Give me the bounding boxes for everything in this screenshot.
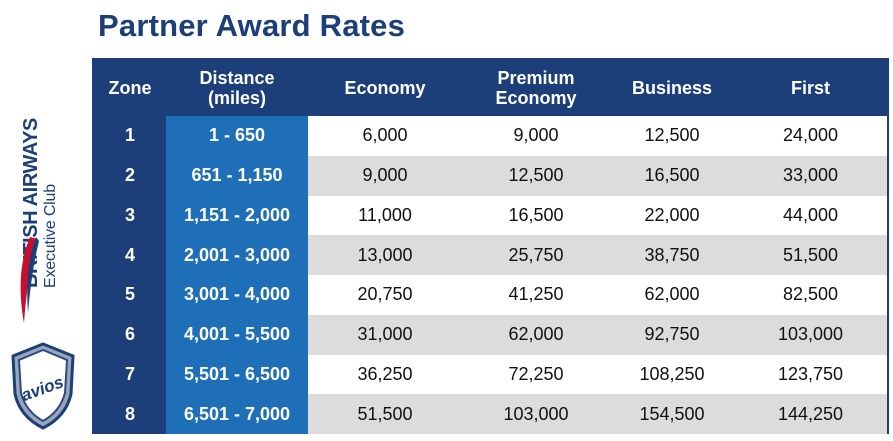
zone-cell: 8 (94, 394, 166, 434)
table-row: 1 1 - 650 6,000 9,000 12,500 24,000 (94, 116, 887, 156)
zone-cell: 2 (94, 155, 166, 196)
economy-cell: 20,750 (308, 275, 462, 315)
header-first: First (734, 60, 887, 116)
economy-cell: 13,000 (308, 235, 462, 275)
first-cell: 103,000 (734, 314, 887, 355)
table-row: 6 4,001 - 5,500 31,000 62,000 92,750 103… (94, 314, 887, 355)
premium-cell: 62,000 (462, 314, 610, 355)
header-premium-line1: Premium (497, 68, 575, 88)
table-row: 3 1,151 - 2,000 11,000 16,500 22,000 44,… (94, 195, 887, 236)
brand-sidebar: BRITISH AIRWAYS Executive Club avios (0, 60, 90, 441)
first-cell: 51,500 (734, 235, 887, 275)
distance-cell: 3,001 - 4,000 (166, 275, 308, 315)
zone-cell: 1 (94, 116, 166, 156)
business-cell: 22,000 (610, 195, 734, 236)
distance-cell: 2,001 - 3,000 (166, 235, 308, 275)
distance-cell: 4,001 - 5,500 (166, 314, 308, 355)
header-distance-line2: (miles) (207, 88, 267, 108)
award-rates-table: Zone Distance (miles) Economy Premium Ec… (92, 58, 889, 434)
business-cell: 38,750 (610, 235, 734, 275)
business-cell: 12,500 (610, 116, 734, 156)
zone-cell: 6 (94, 314, 166, 355)
economy-cell: 36,250 (308, 354, 462, 395)
speedmarque-icon (20, 237, 39, 323)
zone-cell: 5 (94, 275, 166, 315)
distance-cell: 1 - 650 (166, 116, 308, 156)
header-zone: Zone (94, 60, 166, 116)
business-cell: 92,750 (610, 314, 734, 355)
business-cell: 16,500 (610, 155, 734, 196)
distance-cell: 5,501 - 6,500 (166, 354, 308, 395)
distance-cell: 1,151 - 2,000 (166, 195, 308, 236)
premium-cell: 72,250 (462, 354, 610, 395)
premium-cell: 25,750 (462, 235, 610, 275)
first-cell: 33,000 (734, 155, 887, 196)
first-cell: 24,000 (734, 116, 887, 156)
distance-cell: 651 - 1,150 (166, 155, 308, 196)
page-title: Partner Award Rates (98, 8, 406, 43)
zone-cell: 7 (94, 354, 166, 395)
premium-cell: 41,250 (462, 275, 610, 315)
table-row: 4 2,001 - 3,000 13,000 25,750 38,750 51,… (94, 235, 887, 275)
table-row: 2 651 - 1,150 9,000 12,500 16,500 33,000 (94, 155, 887, 196)
header-distance-line1: Distance (199, 68, 275, 88)
table-row: 5 3,001 - 4,000 20,750 41,250 62,000 82,… (94, 275, 887, 315)
economy-cell: 9,000 (308, 155, 462, 196)
distance-cell: 6,501 - 7,000 (166, 394, 308, 434)
zone-cell: 4 (94, 235, 166, 275)
first-cell: 44,000 (734, 195, 887, 236)
economy-cell: 11,000 (308, 195, 462, 236)
table-row: 8 6,501 - 7,000 51,500 103,000 154,500 1… (94, 394, 887, 434)
first-cell: 82,500 (734, 275, 887, 315)
avios-badge-icon: avios (11, 342, 75, 430)
zone-cell: 3 (94, 195, 166, 236)
header-business: Business (610, 60, 734, 116)
premium-cell: 16,500 (462, 195, 610, 236)
header-premium-line2: Economy (495, 88, 577, 108)
business-cell: 62,000 (610, 275, 734, 315)
business-cell: 108,250 (610, 354, 734, 395)
table-row: 7 5,501 - 6,500 36,250 72,250 108,250 12… (94, 354, 887, 395)
airline-club: Executive Club (42, 184, 59, 288)
premium-cell: 103,000 (462, 394, 610, 434)
table-header-row: Zone Distance (miles) Economy Premium Ec… (94, 60, 887, 116)
header-distance: Distance (miles) (166, 60, 308, 116)
premium-cell: 9,000 (462, 116, 610, 156)
premium-cell: 12,500 (462, 155, 610, 196)
header-economy: Economy (308, 60, 462, 116)
first-cell: 123,750 (734, 354, 887, 395)
header-premium-economy: Premium Economy (462, 60, 610, 116)
economy-cell: 51,500 (308, 394, 462, 434)
first-cell: 144,250 (734, 394, 887, 434)
business-cell: 154,500 (610, 394, 734, 434)
economy-cell: 6,000 (308, 116, 462, 156)
economy-cell: 31,000 (308, 314, 462, 355)
